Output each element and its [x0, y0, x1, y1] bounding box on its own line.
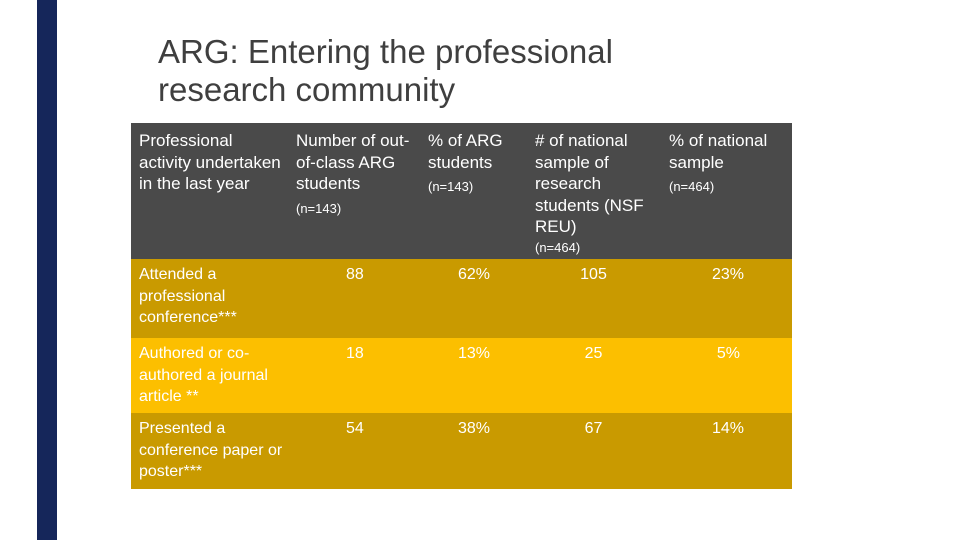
left-accent-bar	[37, 0, 57, 540]
arg-pct-cell: 13%	[421, 338, 527, 413]
header-national-count-label: # of national sample of research student…	[535, 131, 644, 236]
slide-title-line-2: research community	[158, 71, 456, 108]
national-pct-cell: 23%	[660, 259, 792, 338]
header-national-pct: % of national sample (n=464)	[660, 123, 792, 259]
header-national-count: # of national sample of research student…	[527, 123, 660, 259]
table-row: Presented a conference paper or poster**…	[131, 413, 792, 489]
header-arg-count-label: Number of out-of-class ARG students	[296, 131, 410, 193]
national-count-cell: 105	[527, 259, 660, 338]
table-body: Attended a professional conference*** 88…	[131, 259, 792, 489]
activity-cell: Presented a conference paper or poster**…	[131, 413, 289, 489]
header-arg-pct-n: (n=143)	[428, 179, 474, 194]
national-count-cell: 25	[527, 338, 660, 413]
table-row: Authored or co-authored a journal articl…	[131, 338, 792, 413]
table-header: Professional activity undertaken in the …	[131, 123, 792, 259]
header-national-count-n: (n=464)	[535, 239, 581, 255]
arg-count-cell: 54	[289, 413, 421, 489]
header-arg-pct-label: % of ARG students	[428, 131, 503, 172]
national-count-cell: 67	[527, 413, 660, 489]
header-activity: Professional activity undertaken in the …	[131, 123, 289, 259]
header-arg-count-n: (n=143)	[296, 200, 342, 216]
arg-count-cell: 88	[289, 259, 421, 338]
header-activity-label: Professional activity undertaken in the …	[139, 131, 281, 193]
header-row: Professional activity undertaken in the …	[131, 123, 792, 259]
activity-cell: Authored or co-authored a journal articl…	[131, 338, 289, 413]
header-national-pct-n: (n=464)	[669, 179, 715, 194]
arg-count-cell: 18	[289, 338, 421, 413]
slide-title-line-1: ARG: Entering the professional	[158, 33, 613, 70]
header-arg-pct: % of ARG students (n=143)	[421, 123, 527, 259]
slide-title: ARG: Entering the professional research …	[158, 33, 858, 109]
national-pct-cell: 5%	[660, 338, 792, 413]
header-arg-count: Number of out-of-class ARG students (n=1…	[289, 123, 421, 259]
header-national-pct-label: % of national sample	[669, 131, 768, 172]
results-table: Professional activity undertaken in the …	[131, 123, 792, 489]
national-pct-cell: 14%	[660, 413, 792, 489]
activity-cell: Attended a professional conference***	[131, 259, 289, 338]
arg-pct-cell: 38%	[421, 413, 527, 489]
table-row: Attended a professional conference*** 88…	[131, 259, 792, 338]
arg-pct-cell: 62%	[421, 259, 527, 338]
